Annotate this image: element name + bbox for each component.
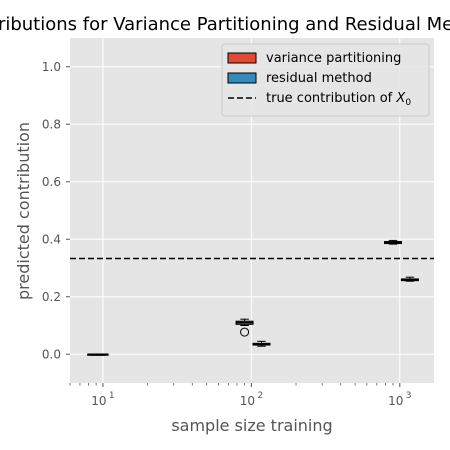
legend-entry: variance partitioning [266, 51, 401, 66]
y-axis-label: predicted contribution [14, 122, 33, 300]
residual-method-box [252, 340, 271, 347]
legend-frame [221, 43, 430, 117]
variance-partitioning-box [235, 318, 254, 337]
legend: variance partitioning residual method true… [221, 43, 430, 117]
variance-partitioning-box [384, 239, 403, 245]
x-tick-label: 10 [388, 394, 403, 408]
y-tick-label: 0.6 [42, 175, 61, 189]
x-tick-label: 10 [91, 394, 106, 408]
y-tick-label: 1.0 [42, 60, 61, 74]
residual-method-box [400, 276, 419, 282]
x-tick-exponent: 2 [257, 391, 263, 401]
x-tick-label: 10 [240, 394, 255, 408]
legend-swatch [227, 72, 257, 84]
y-tick-label: 0.2 [42, 290, 61, 304]
legend-entry: true contribution of X0 [266, 91, 411, 108]
y-tick-label: 0.0 [42, 347, 61, 361]
chart-title: Contributions for Variance Partitioning … [0, 14, 450, 35]
legend-entry: residual method [266, 71, 372, 86]
boxplots [87, 239, 419, 356]
x-axis: 10 1 10 2 10 3 [69, 383, 412, 408]
x-tick-exponent: 3 [406, 391, 412, 401]
outlier [240, 327, 250, 337]
x-axis-label: sample size training [171, 416, 332, 435]
x-tick-exponent: 1 [109, 391, 115, 401]
y-axis: 0.0 0.2 0.4 0.6 0.8 1.0 [42, 60, 70, 361]
residual-method-box [90, 353, 109, 356]
y-tick-label: 0.8 [42, 117, 61, 131]
legend-swatch [227, 52, 257, 64]
y-tick-label: 0.4 [42, 232, 61, 246]
